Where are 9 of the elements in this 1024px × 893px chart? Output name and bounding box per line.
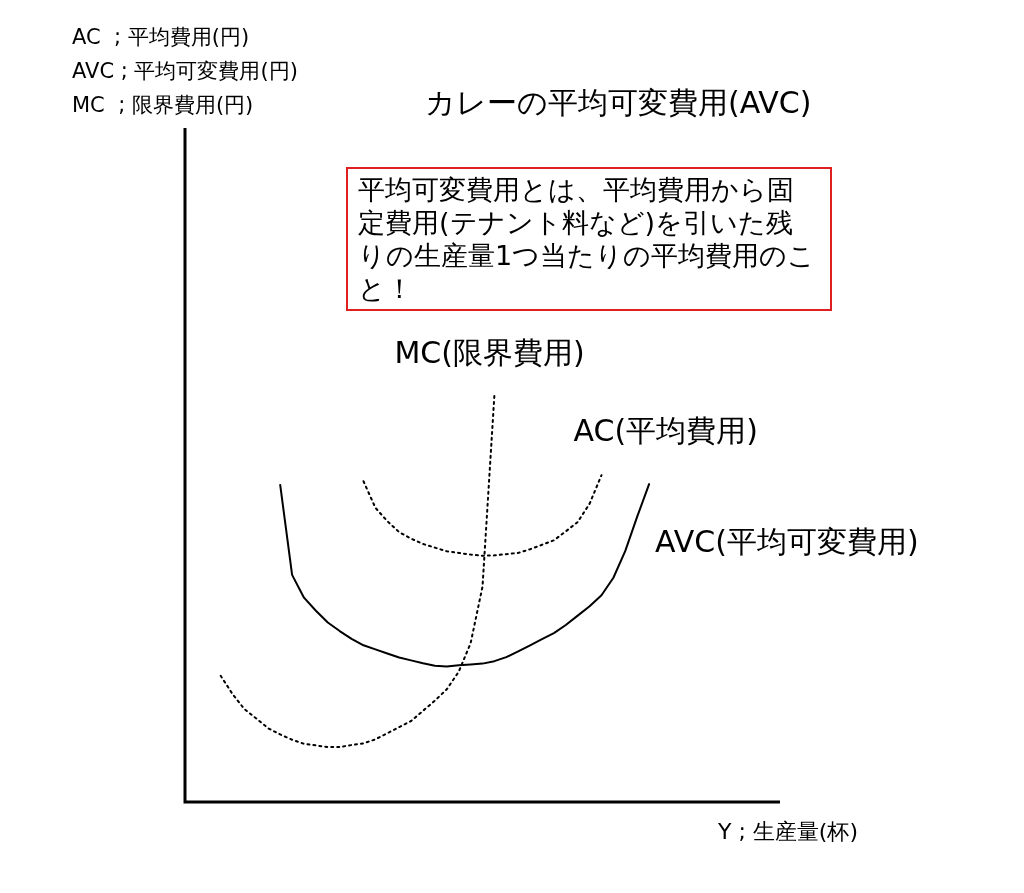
text: MC ; 限界費用(円) (72, 92, 254, 119)
series-label: AC(平均費用) (573, 412, 758, 448)
text: 平均可変費用とは、平均費用から固定費用(テナント料など)を引いた残りの生産量1つ当たりの平均費用のこと！ (346, 167, 832, 311)
text: AC ; 平均費用(円) (72, 24, 250, 51)
chart-title: カレーの平均可変費用(AVC) (425, 84, 812, 120)
series-label: AVC(平均可変費用) (655, 523, 919, 559)
text: AVC ; 平均可変費用(円) (72, 58, 298, 85)
series-label: MC(限界費用) (394, 334, 585, 370)
x-axis-title: Y ; 生産量(杯) (717, 818, 859, 844)
